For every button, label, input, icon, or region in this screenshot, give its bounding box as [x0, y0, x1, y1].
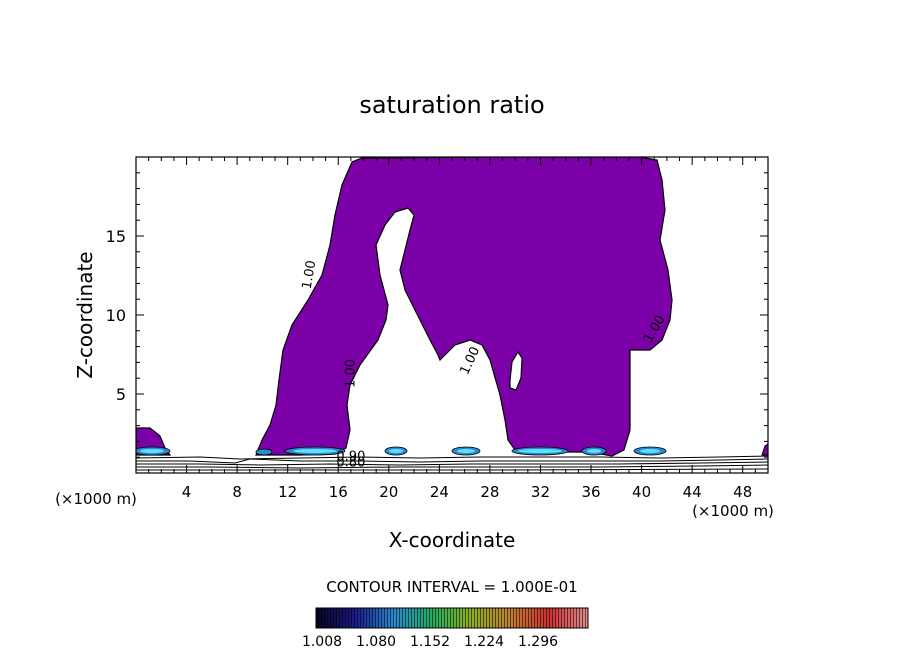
x-tick-label: 12	[278, 483, 297, 501]
y-tick-label: 15	[106, 227, 126, 246]
x-unit-label-left: (×1000 m)	[55, 490, 137, 508]
colorbar-tick-label: 1.224	[464, 634, 504, 650]
x-ticks: 4 8 12 16 20 24 28 32 36 40 44 48	[148, 157, 756, 501]
contour-label: 1.00	[300, 259, 320, 290]
contour-label: 1.00	[344, 359, 359, 388]
colorbar	[315, 607, 589, 629]
contour-label: 1.00	[457, 345, 483, 378]
x-tick-label: 28	[480, 483, 499, 501]
y-tick-label: 10	[106, 306, 126, 325]
y-tick-label: 5	[116, 385, 126, 404]
colorbar-tick-label: 1.296	[518, 634, 558, 650]
x-tick-label: 32	[531, 483, 550, 501]
contour-label: 0.90	[336, 449, 365, 464]
x-tick-label: 8	[232, 483, 242, 501]
colorbar-tick-label: 1.152	[410, 634, 450, 650]
x-tick-label: 24	[430, 483, 449, 501]
saturation-region-main	[255, 157, 673, 457]
colorbar-tick-label: 1.080	[356, 634, 396, 650]
colorbar-labels: 1.008 1.080 1.152 1.224 1.296	[302, 634, 558, 650]
x-unit-label-right: (×1000 m)	[692, 502, 774, 520]
x-tick-label: 4	[182, 483, 192, 501]
x-tick-label: 20	[379, 483, 398, 501]
saturation-hole	[509, 350, 523, 391]
contour-interval-text: CONTOUR INTERVAL = 1.000E-01	[326, 578, 577, 596]
x-tick-label: 16	[329, 483, 348, 501]
y-ticks: 5 10 15	[106, 172, 768, 458]
x-tick-label: 44	[683, 483, 702, 501]
surface-contours	[136, 455, 768, 471]
low-level-blobs	[136, 446, 667, 456]
x-tick-label: 40	[632, 483, 651, 501]
contour-label: 0.80	[336, 456, 365, 471]
x-tick-label: 36	[581, 483, 600, 501]
colorbar-tick-label: 1.008	[302, 634, 342, 650]
x-axis-label: X-coordinate	[389, 528, 516, 552]
colorbar-lines	[316, 608, 588, 628]
colorbar-frame	[315, 607, 589, 629]
saturation-region-right	[761, 443, 768, 456]
y-axis-label: Z-coordinate	[73, 251, 97, 378]
x-tick-label: 48	[733, 483, 752, 501]
chart-title: saturation ratio	[359, 91, 544, 119]
plot-area: 1.001.00 1.001.000.900.80	[136, 157, 768, 471]
